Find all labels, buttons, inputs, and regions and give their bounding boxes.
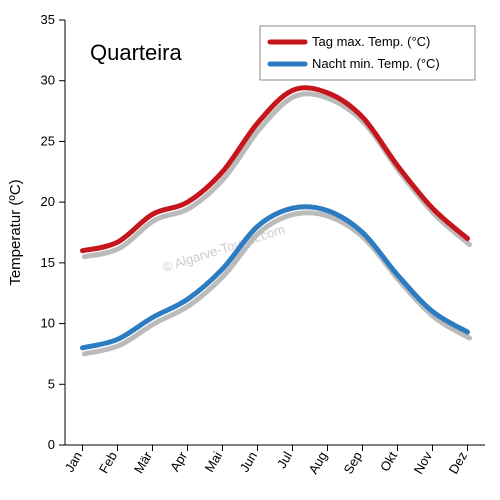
svg-text:30: 30 xyxy=(41,73,55,88)
y-ticks: 0 5 10 15 20 25 30 35 xyxy=(41,12,65,452)
svg-text:Nacht min. Temp. (°C): Nacht min. Temp. (°C) xyxy=(312,56,440,71)
svg-text:15: 15 xyxy=(41,255,55,270)
svg-text:Apr: Apr xyxy=(167,448,190,474)
svg-text:Nov: Nov xyxy=(411,449,436,477)
svg-text:Sep: Sep xyxy=(341,449,366,477)
svg-text:10: 10 xyxy=(41,316,55,331)
svg-text:Tag max. Temp. (°C): Tag max. Temp. (°C) xyxy=(312,34,430,49)
svg-text:20: 20 xyxy=(41,194,55,209)
legend: Tag max. Temp. (°C) Nacht min. Temp. (°C) xyxy=(260,26,475,80)
svg-text:Feb: Feb xyxy=(96,449,120,476)
temperature-chart: 0 5 10 15 20 25 30 35 Jan Feb Mär Apr Mai Jun Jul Aug S… xyxy=(0,0,500,500)
svg-text:0: 0 xyxy=(48,437,55,452)
svg-text:35: 35 xyxy=(41,12,55,27)
svg-text:Dez: Dez xyxy=(446,449,471,477)
y-axis-title: Temperatur (ºC) xyxy=(7,179,24,285)
svg-text:Aug: Aug xyxy=(306,449,331,477)
chart-title: Quarteira xyxy=(90,40,182,65)
svg-text:Okt: Okt xyxy=(377,449,400,474)
svg-text:Mär: Mär xyxy=(131,448,156,475)
svg-text:5: 5 xyxy=(48,376,55,391)
svg-text:Jan: Jan xyxy=(62,449,85,475)
svg-text:Jul: Jul xyxy=(274,449,295,471)
svg-text:25: 25 xyxy=(41,133,55,148)
svg-text:Mai: Mai xyxy=(202,449,226,475)
series-lines xyxy=(83,88,468,348)
svg-text:Jun: Jun xyxy=(237,449,260,475)
x-ticks: Jan Feb Mär Apr Mai Jun Jul Aug Sep Okt Nov Dez xyxy=(62,445,470,477)
